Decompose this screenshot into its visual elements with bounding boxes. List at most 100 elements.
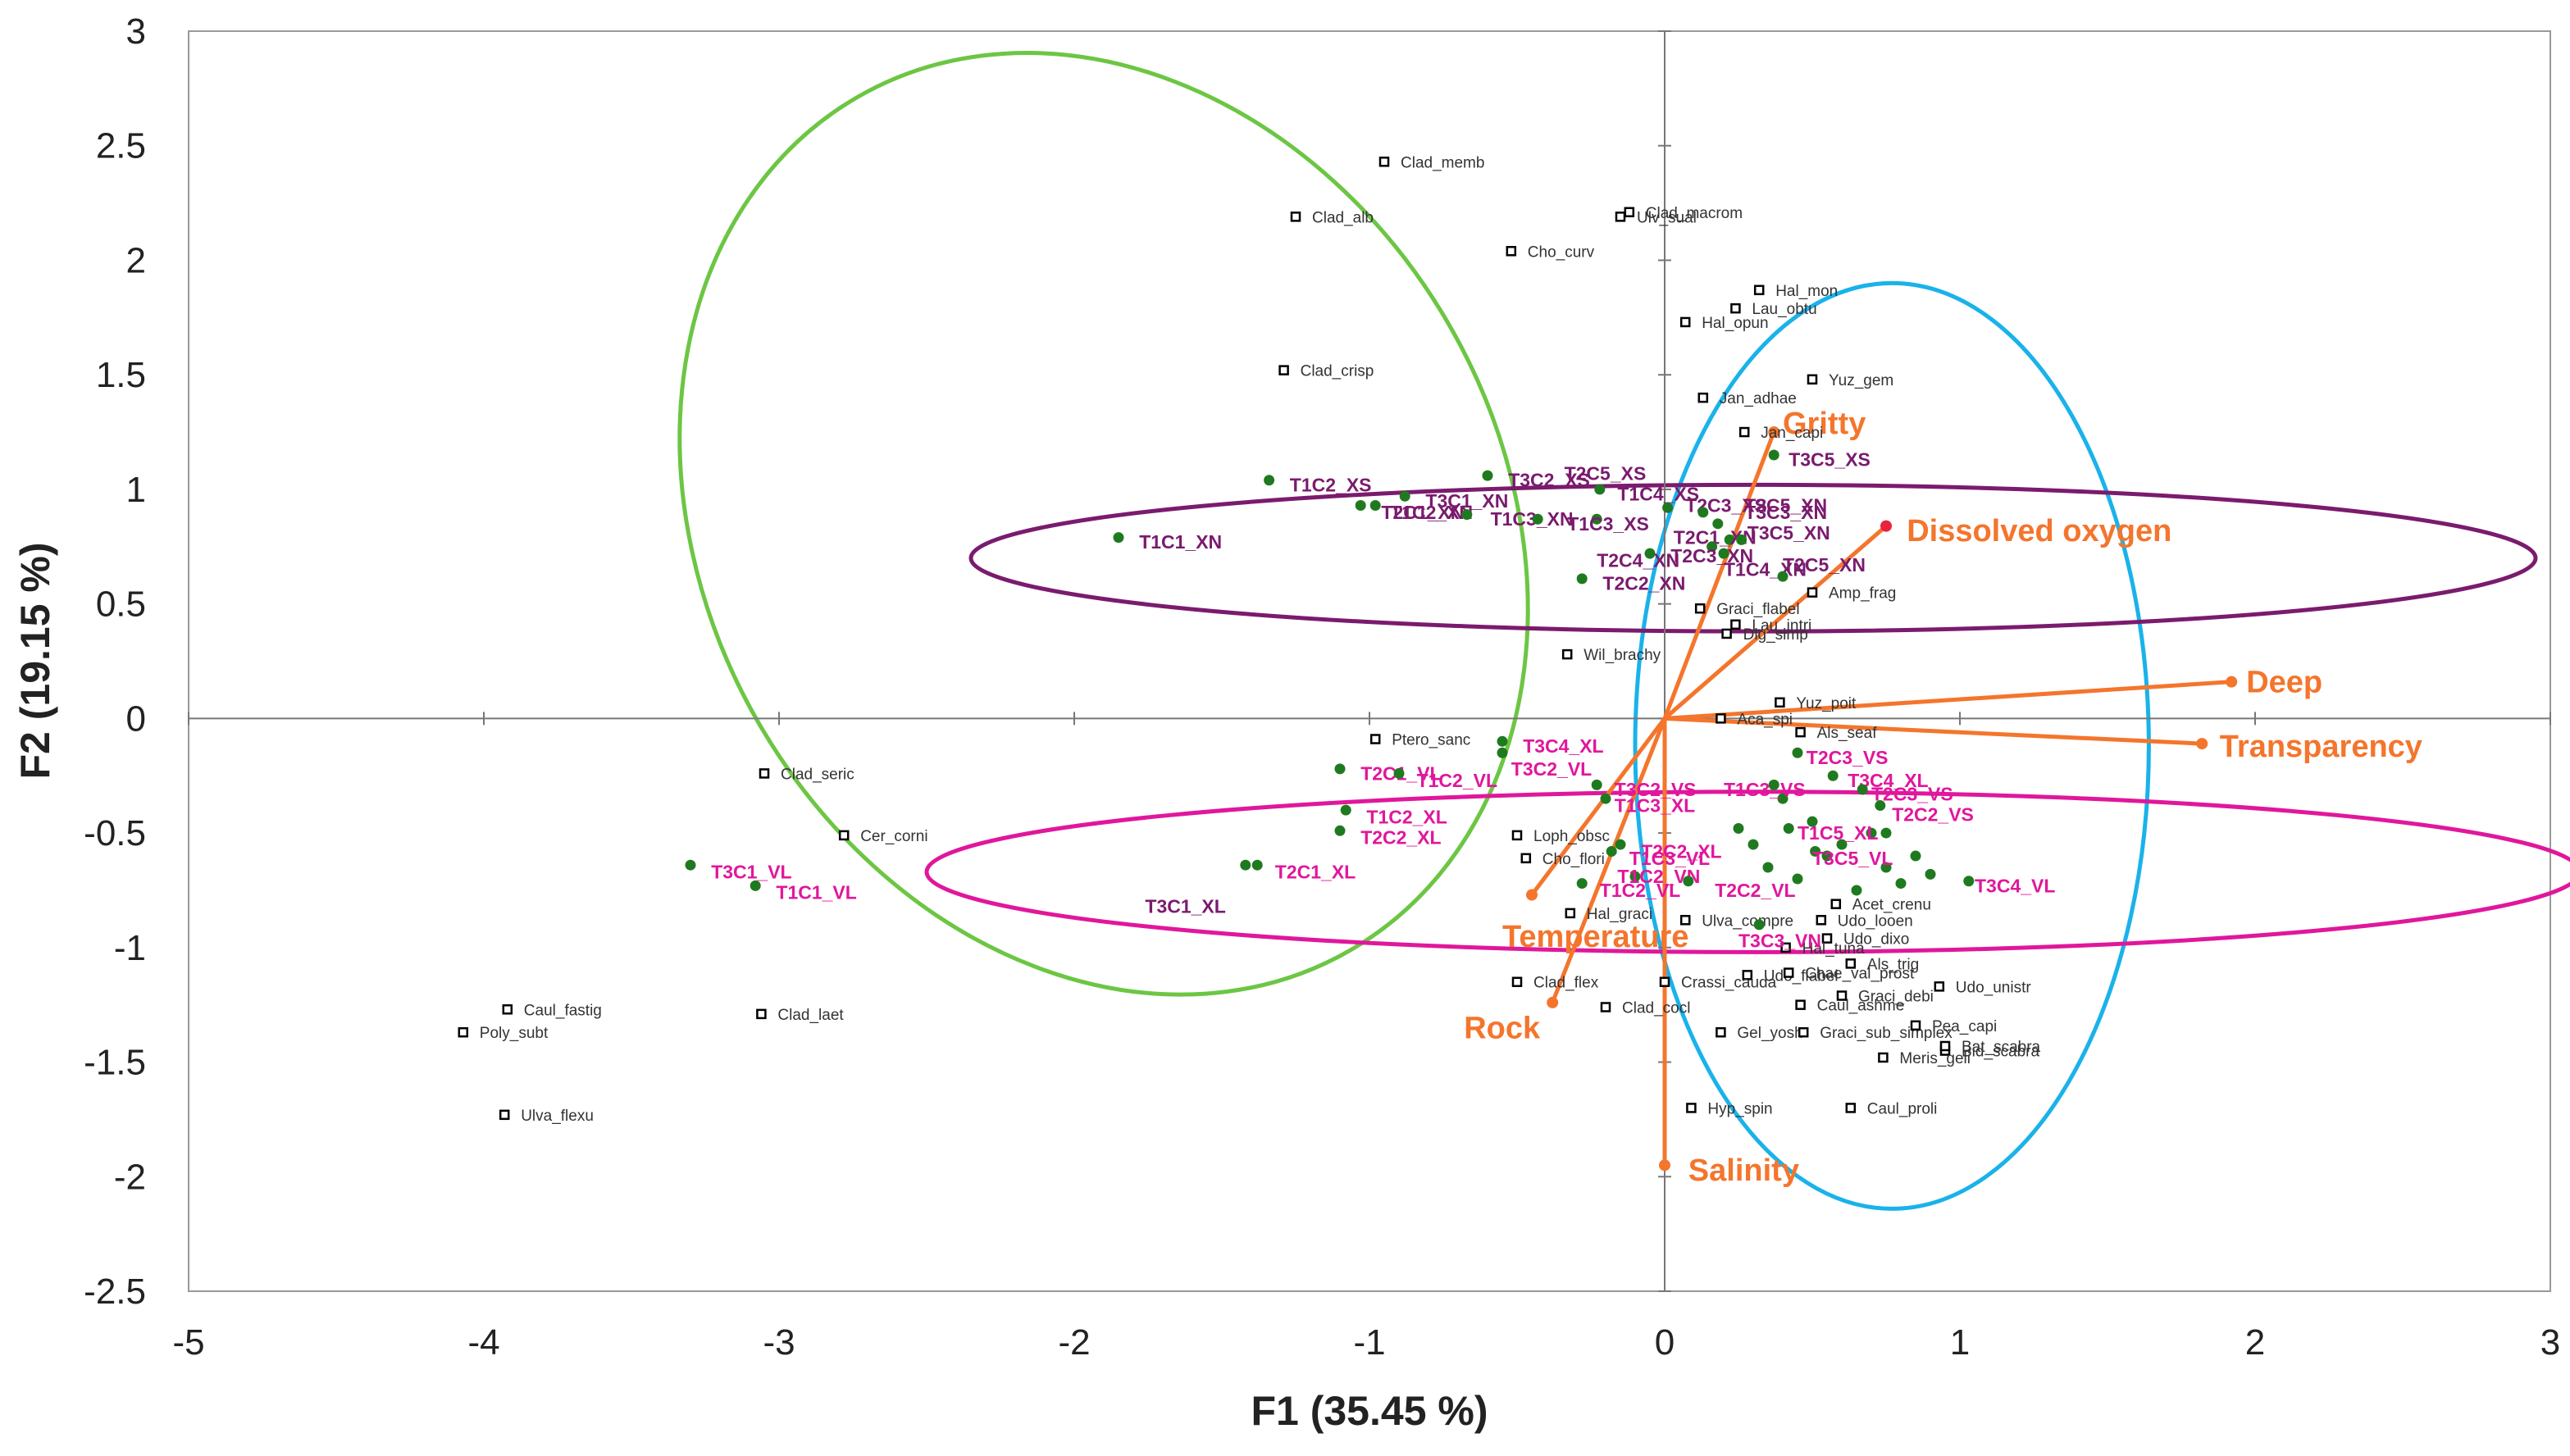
species-point [1795, 726, 1806, 738]
site-label-xn: T1C4_XS [1617, 483, 1699, 504]
site-label-vl: T1C2_VL [1600, 880, 1680, 901]
species-point [1520, 853, 1532, 864]
species-label: Jan_adhae [1720, 390, 1797, 407]
site-point [1807, 816, 1818, 827]
vector-label: Transparency [2220, 730, 2422, 764]
site-point [1866, 827, 1877, 839]
species-label: Caul_ashme [1817, 998, 1905, 1015]
species-point [1694, 603, 1706, 614]
site-label-vl: T1C3_VS [1724, 779, 1806, 800]
species-point [499, 1109, 510, 1121]
species-label: Loph_obsc [1533, 828, 1610, 845]
species-point [1939, 1040, 1951, 1052]
site-label-vl: T3C2_VL [1511, 758, 1592, 780]
site-point [1768, 449, 1779, 461]
species-point [1816, 915, 1827, 926]
species-point [1807, 374, 1818, 385]
site-label-xn: T1C1_XN [1139, 531, 1222, 553]
species-label: Bat_scabra [1962, 1039, 2041, 1056]
species-point [1730, 619, 1741, 630]
y-tick-label: 2.5 [96, 126, 146, 166]
species-point [1798, 1026, 1809, 1038]
species-label: Udo_dixo [1843, 931, 1909, 949]
species-label: Hal_opun [1702, 315, 1768, 332]
x-tick-label: -2 [1058, 1322, 1090, 1363]
y-tick-label: -1.5 [84, 1043, 146, 1083]
species-label: Poly_subt [480, 1025, 549, 1042]
species-label: Als_trig [1867, 956, 1919, 973]
x-axis-ticks: -5 -4 -3 -2 -1 0 1 2 3 [172, 712, 2560, 1363]
site-point [1827, 770, 1839, 781]
y-tick-label: -2 [114, 1157, 146, 1197]
site-point [1591, 779, 1602, 790]
species-point [1378, 157, 1390, 167]
species-point [1730, 303, 1741, 314]
species-label: Caul_fastig [524, 1002, 602, 1019]
species-point [458, 1026, 469, 1038]
site-label-xn: T3C3_XN [1744, 502, 1827, 523]
vector-label: Salinity [1688, 1153, 1799, 1188]
species-label: Dig_simp [1743, 626, 1808, 644]
x-tick-label: -4 [467, 1322, 499, 1363]
vector-label: Temperature [1502, 920, 1688, 954]
site-point [1264, 475, 1275, 486]
species-points: Clad_memb Clad_alb Cho_curv Clad_macromUlv_… [458, 154, 2041, 1125]
site-label-xn: T1C3_XS [1567, 513, 1649, 535]
species-point [1278, 365, 1289, 375]
y-tick-label: -1 [114, 928, 146, 968]
site-point [1334, 763, 1346, 775]
species-point [1742, 970, 1753, 981]
species-label: Clad_cocl [1622, 999, 1690, 1017]
site-point [1240, 859, 1251, 871]
site-point [1910, 850, 1921, 862]
site-label-xn: T2C2_XN [1602, 572, 1685, 594]
vector-tip [1547, 996, 1559, 1008]
site-point [1629, 871, 1641, 882]
vector-dissolved-oxygen [1663, 524, 1888, 721]
vector-tip [1880, 520, 1892, 532]
vector-transparency [1664, 716, 2203, 746]
species-point [1369, 734, 1381, 744]
species-point [1615, 212, 1626, 222]
site-point [1810, 845, 1821, 857]
x-tick-label: 3 [2540, 1322, 2560, 1363]
vector-label: Rock [1464, 1012, 1541, 1046]
species-label: Cho_curv [1528, 243, 1595, 261]
ellipse-blue [1633, 280, 2151, 1211]
x-tick-label: 0 [1655, 1322, 1675, 1363]
species-point [1795, 999, 1806, 1010]
y-tick-label: -0.5 [84, 813, 146, 853]
x-tick-label: 2 [2245, 1322, 2265, 1363]
species-label: Meris_geli [1899, 1050, 1971, 1067]
y-axis-title: F2 (19.15 %) [12, 542, 58, 779]
species-point [1697, 392, 1709, 403]
vector-tip [1659, 1159, 1670, 1172]
species-label: Udo_flabel [1764, 967, 1839, 985]
site-label-xn: T2C5_XN [1783, 554, 1866, 576]
vector-label: Dissolved oxygen [1907, 514, 2171, 548]
site-label-vl: T3C4_VL [1975, 875, 2055, 896]
site-point [1615, 839, 1626, 850]
vector-gritty [1662, 431, 1776, 720]
species-point [1721, 628, 1732, 639]
site-point [1783, 823, 1794, 835]
site-label-vl: T2C3_VS [1807, 747, 1889, 768]
site-label-vl: T1C1_VL [776, 882, 856, 903]
species-point [1830, 899, 1842, 909]
species-label: Lau_intri [1752, 617, 1811, 635]
vector-rock [1550, 717, 1667, 1003]
species-point [1659, 976, 1670, 987]
species-label: Ulva_compre [1702, 912, 1793, 930]
site-point [1875, 800, 1886, 812]
y-tick-label: 0 [126, 698, 146, 739]
site-label-xn: T2C1_XN [1381, 502, 1464, 523]
species-label: Yuz_poit [1796, 695, 1857, 712]
species-point [1511, 976, 1523, 987]
species-label: Aca_spi [1737, 711, 1793, 728]
site-point [750, 880, 761, 891]
species-point [1679, 316, 1691, 328]
y-tick-label: 3 [126, 11, 146, 52]
site-point [1895, 878, 1907, 890]
site-label-xn: T1C2_XN [1390, 502, 1473, 523]
site-label-vl: T1C5_XL [1798, 822, 1878, 844]
